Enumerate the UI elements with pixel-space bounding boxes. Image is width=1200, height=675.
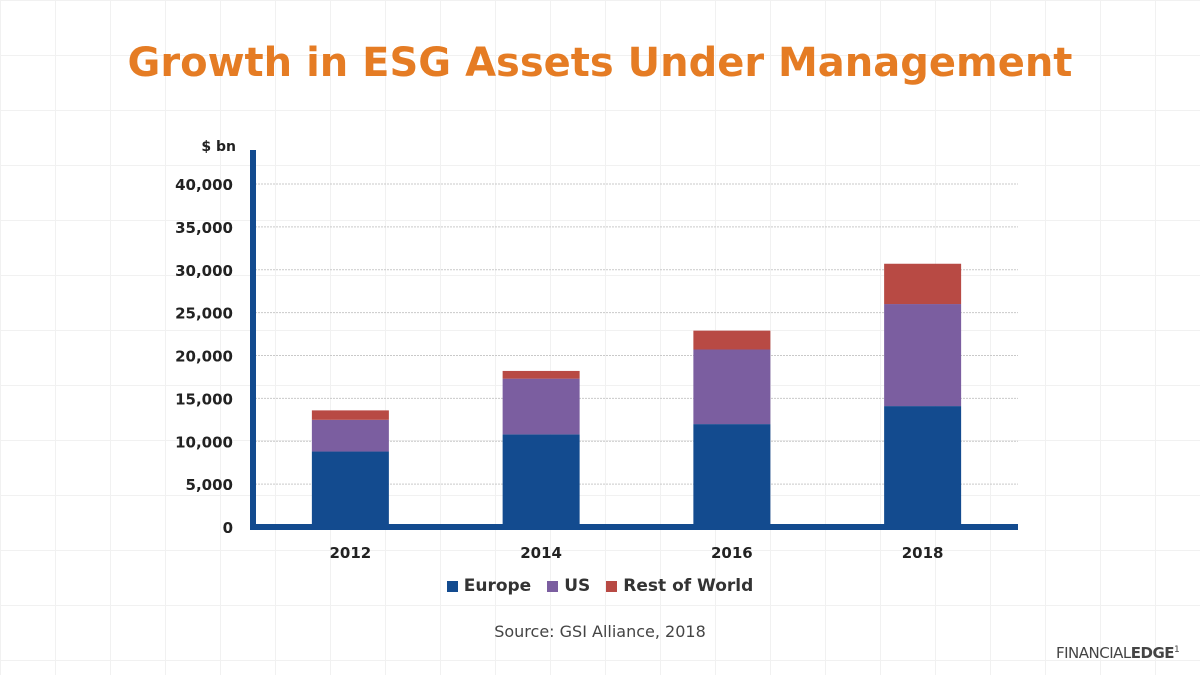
legend-label: Europe: [463, 576, 532, 596]
bar-segment: [311, 410, 389, 420]
y-tick-label: 20,000: [175, 348, 233, 366]
y-tick-label: 5,000: [186, 476, 233, 494]
legend: Europe US Rest of World: [0, 576, 1200, 596]
y-tick-label: 10,000: [175, 433, 233, 451]
legend-label: US: [564, 576, 591, 596]
financial-edge-logo: FINANCIALEDGE1: [1056, 644, 1180, 662]
x-tick-label: 2018: [902, 544, 944, 562]
legend-swatch: [446, 580, 458, 592]
bar-segment: [502, 370, 580, 379]
y-tick-label: 0: [223, 519, 233, 537]
bar-segment: [311, 451, 389, 527]
y-tick-label: 25,000: [175, 305, 233, 323]
bar-segment: [884, 263, 962, 305]
chart-title: Growth in ESG Assets Under Management: [127, 40, 1073, 86]
x-tick-label: 2016: [711, 544, 753, 562]
bar-segment: [693, 349, 771, 425]
y-tick-label: 40,000: [175, 176, 233, 194]
legend-item: US: [547, 576, 590, 596]
y-tick-label: 15,000: [175, 390, 233, 408]
y-tick-label: 35,000: [175, 219, 233, 237]
bar-segment: [311, 419, 389, 452]
y-tick-label: 30,000: [175, 262, 233, 280]
bars: [311, 263, 962, 527]
y-tick-labels: 0 5,000 10,000 15,000 20,000 25,000 30,000 35,0…: [175, 176, 233, 537]
legend-item: Europe: [446, 576, 532, 596]
bar-segment: [502, 378, 580, 435]
bar-segment: [502, 434, 580, 527]
x-tick-labels: 2012 2014 2016 2018: [330, 544, 944, 562]
legend-swatch: [547, 580, 559, 592]
bar-segment: [884, 406, 962, 527]
legend-item: Rest of World: [606, 576, 753, 596]
bar-segment: [884, 304, 962, 407]
legend-swatch: [606, 580, 618, 592]
bar-segment: [693, 330, 771, 350]
legend-label: Rest of World: [623, 576, 754, 596]
x-tick-label: 2014: [520, 544, 562, 562]
bar-segment: [693, 424, 771, 527]
source-note: Source: GSI Alliance, 2018: [494, 622, 706, 641]
y-axis-label: $ bn: [201, 139, 236, 155]
x-tick-label: 2012: [330, 544, 372, 562]
